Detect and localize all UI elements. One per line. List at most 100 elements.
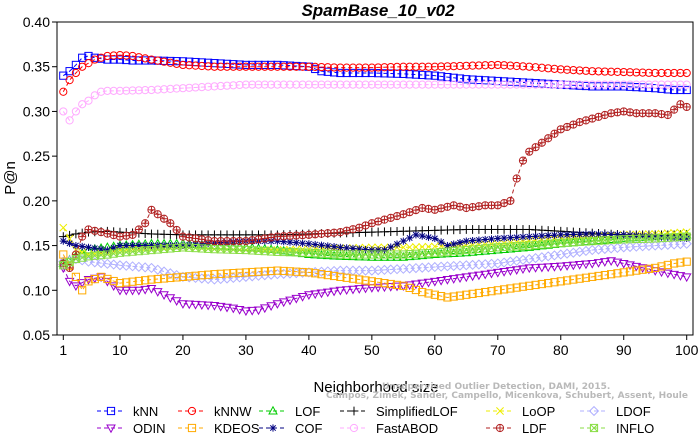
point-cof: [525, 233, 533, 241]
point-knnw: [292, 62, 301, 71]
point-cof: [349, 244, 357, 253]
point-kdeos: [266, 266, 276, 276]
point-odin: [505, 267, 516, 276]
point-knn: [204, 58, 213, 67]
point-kdeos: [222, 269, 232, 278]
point-cof: [563, 231, 571, 239]
point-kdeos: [581, 273, 591, 282]
x-tick-label: 50: [364, 342, 380, 358]
point-odin: [392, 282, 402, 292]
point-fastabod: [531, 80, 540, 89]
point-fastabod: [411, 80, 421, 89]
point-kdeos: [600, 270, 609, 280]
point-kdeos: [298, 267, 307, 277]
legend-marker-inflo: [589, 423, 599, 433]
point-odin: [259, 304, 270, 314]
point-odin: [228, 304, 239, 314]
point-ldof: [89, 257, 100, 268]
series-inflo: [59, 232, 691, 270]
point-ldf: [141, 219, 150, 228]
y-tick-label: 0.20: [23, 193, 50, 209]
point-knn: [65, 67, 74, 76]
series-line-loop: [62, 227, 687, 256]
point-ldf: [531, 143, 540, 152]
point-knnw: [581, 66, 591, 75]
point-odin: [322, 288, 333, 298]
point-odin: [599, 258, 610, 267]
series-odin: [58, 257, 692, 317]
point-odin: [354, 285, 365, 294]
legend-marker-odin: [106, 424, 116, 434]
point-kdeos: [430, 290, 439, 299]
point-knnw: [84, 59, 93, 68]
point-kdeos: [506, 284, 515, 293]
point-fastabod: [374, 80, 383, 89]
point-kdeos: [336, 272, 345, 281]
point-fastabod: [141, 86, 150, 95]
point-fastabod: [147, 85, 156, 95]
legend-label-ldof: LDOF: [616, 404, 651, 419]
point-kdeos: [537, 279, 546, 289]
point-cof: [65, 239, 74, 247]
point-odin: [285, 296, 295, 306]
point-kdeos: [178, 272, 188, 281]
point-fastabod: [657, 80, 666, 89]
point-knnw: [311, 62, 320, 71]
point-kdeos: [380, 279, 389, 288]
point-fastabod: [399, 80, 408, 89]
y-tick-label: 0.40: [23, 14, 50, 30]
point-fastabod: [625, 80, 635, 89]
point-fastabod: [468, 80, 477, 89]
point-fastabod: [449, 80, 458, 89]
point-odin: [304, 291, 314, 300]
point-kdeos: [455, 291, 465, 300]
point-knnw: [462, 61, 471, 70]
point-kdeos: [78, 286, 87, 295]
point-lof: [304, 249, 314, 259]
point-kdeos: [487, 287, 496, 296]
legend-marker-ldof: [588, 405, 600, 417]
point-kdeos: [204, 270, 213, 279]
point-knn: [355, 68, 364, 78]
point-knn: [216, 59, 225, 68]
point-fastabod: [204, 82, 213, 91]
legend-item-loop: LoOP: [486, 404, 555, 419]
point-odin: [291, 294, 302, 304]
point-cof: [324, 242, 332, 250]
point-kdeos: [632, 266, 641, 275]
point-knn: [128, 56, 137, 65]
point-kdeos: [109, 276, 118, 286]
y-tick-label: 0.30: [23, 103, 50, 119]
point-fastabod: [682, 80, 691, 89]
watermark-line-2: Campos, Zimek, Sander, Campello, Micenko…: [326, 391, 688, 401]
point-kdeos: [317, 270, 326, 279]
point-knnw: [298, 62, 307, 71]
legend-label-inflo: INFLO: [616, 421, 654, 434]
point-odin: [222, 303, 232, 313]
point-fastabod: [676, 80, 685, 89]
point-kdeos: [474, 288, 484, 298]
point-cof: [506, 234, 514, 242]
point-kdeos: [248, 267, 257, 277]
point-knnw: [153, 56, 162, 65]
point-fastabod: [550, 80, 559, 89]
point-ldf: [84, 225, 93, 234]
point-fastabod: [518, 80, 528, 89]
point-odin: [448, 275, 459, 284]
point-ldf: [544, 134, 553, 143]
point-knnw: [632, 68, 641, 77]
point-fastabod: [386, 80, 395, 89]
point-ldf: [550, 129, 559, 138]
point-ldf: [512, 174, 521, 183]
point-cof: [538, 232, 546, 240]
point-odin: [625, 261, 635, 271]
point-ldf: [336, 228, 345, 237]
point-knn: [651, 84, 660, 93]
y-tick-label: 0.25: [23, 148, 50, 164]
point-kdeos: [260, 267, 269, 276]
point-knnw: [166, 58, 175, 67]
point-cof: [59, 237, 67, 245]
point-odin: [297, 293, 308, 302]
point-ldof: [102, 258, 113, 269]
legend-label-knn: kNN: [133, 404, 158, 419]
